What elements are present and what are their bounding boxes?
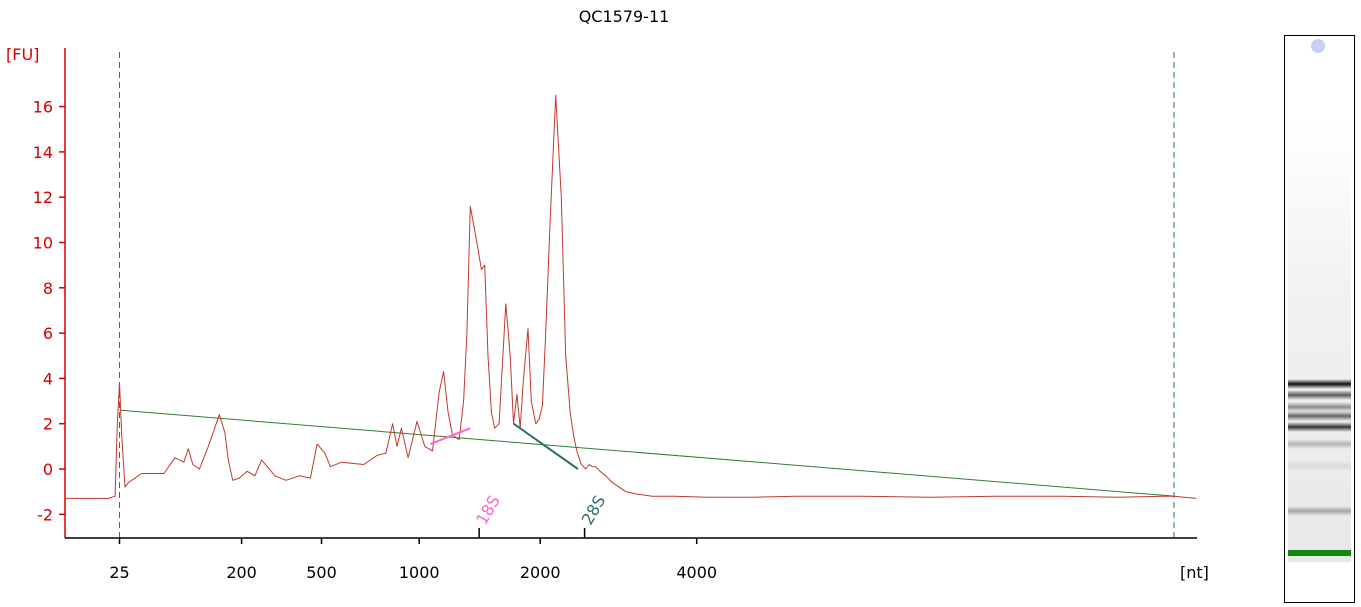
x-tick-label: 200 (226, 563, 257, 582)
chart-axes (64, 48, 1197, 539)
y-tick-label: 6 (43, 324, 53, 343)
gel-band (1288, 421, 1351, 432)
gel-band (1288, 401, 1351, 412)
x-axis-unit-label: [nt] (1180, 563, 1209, 582)
x-tick-label: 25 (109, 563, 129, 582)
gel-loading-blob (1311, 39, 1325, 53)
x-tick-label: 500 (306, 563, 337, 582)
y-tick-label: 12 (33, 188, 53, 207)
y-tick-label: 0 (43, 460, 53, 479)
fragment-line-2 (512, 422, 579, 470)
gel-band (1288, 390, 1351, 401)
electropherogram-chart: QC1579-11 [FU] [nt] -2 0 2 4 6 8 10 12 14 16 25 20… (6, 7, 1209, 582)
marker-label-28s: 28S (578, 492, 610, 528)
y-tick-label: 14 (33, 143, 53, 162)
y-tick-label: 8 (43, 279, 53, 298)
y-axis-ticks: -2 0 2 4 6 8 10 12 14 16 (33, 98, 65, 524)
gel-image-panel (1284, 35, 1355, 603)
gel-band (1288, 438, 1351, 449)
x-axis-ticks: 25 200 500 1000 2000 4000 (109, 538, 717, 582)
gel-band (1288, 506, 1351, 517)
y-tick-label: 2 (43, 415, 53, 434)
x-tick-label: 4000 (676, 563, 717, 582)
x-tick-label: 2000 (520, 563, 561, 582)
fragment-line-1 (429, 427, 471, 446)
gel-lane-background (1288, 121, 1351, 562)
gel-marker-band (1288, 550, 1351, 556)
baseline-line (119, 409, 1175, 497)
series-layer (64, 94, 1197, 499)
gel-band (1288, 411, 1351, 422)
y-tick-label: 4 (43, 369, 53, 388)
fragment-layer (429, 422, 579, 470)
chart-title: QC1579-11 (579, 7, 670, 26)
y-tick-label: 10 (33, 234, 53, 253)
dashed-reference-lines (119, 52, 1175, 538)
y-tick-label: -2 (37, 505, 53, 524)
gel-band (1288, 461, 1351, 472)
gel-band (1288, 379, 1351, 390)
marker-layer: 18S 28S (472, 492, 609, 538)
y-tick-label: 16 (33, 98, 53, 117)
y-axis-unit-label: [FU] (6, 45, 39, 64)
series-line-1 (64, 94, 1197, 499)
marker-label-18s: 18S (472, 492, 504, 528)
baseline-layer (119, 409, 1175, 497)
x-tick-label: 1000 (399, 563, 440, 582)
